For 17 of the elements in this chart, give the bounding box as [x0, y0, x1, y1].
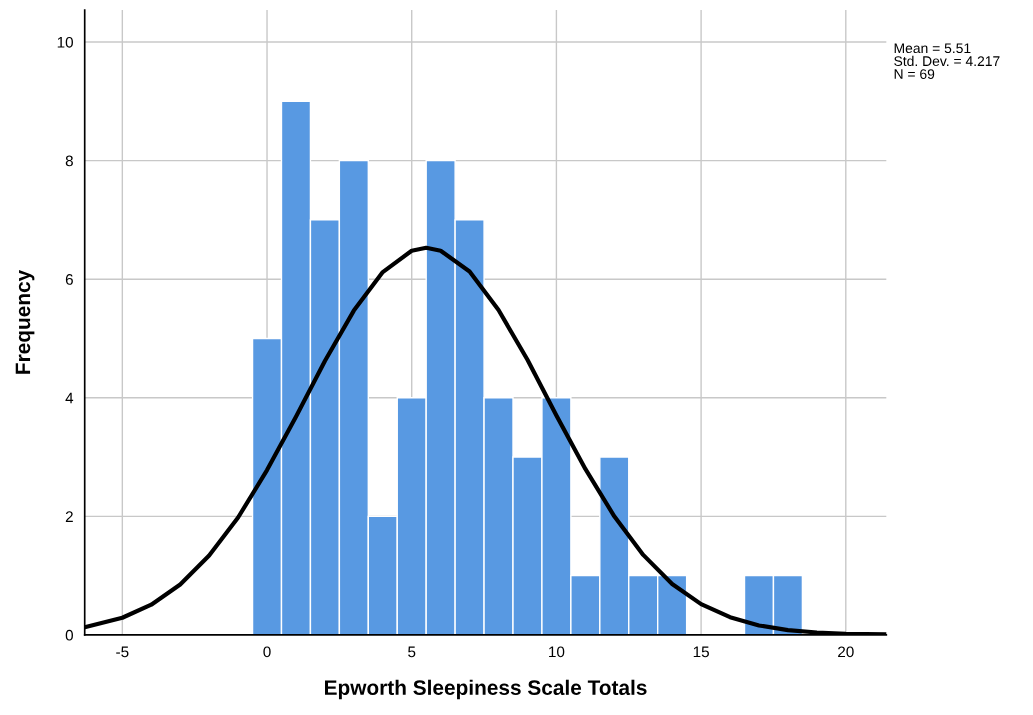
x-axis-title: Epworth Sleepiness Scale Totals: [325, 679, 647, 700]
x-tick-label: 20: [838, 646, 854, 658]
y-tick-label: 2: [65, 511, 73, 522]
text: Mean = 5.51: [894, 43, 971, 54]
x-tick-label: 0: [263, 646, 271, 658]
x-tick-label: -5: [116, 646, 129, 658]
x-tick-label: 10: [549, 646, 565, 658]
text: Std. Dev. = 4.217: [894, 55, 1000, 67]
y-tick-label: 6: [65, 274, 73, 285]
y-tick-label: 4: [65, 392, 74, 404]
x-tick-label: 5: [408, 646, 416, 658]
y-tick-label: 8: [65, 155, 73, 167]
y-axis-title: Frequency: [15, 269, 35, 374]
text: N = 69: [894, 69, 935, 79]
x-tick-label: 15: [693, 646, 709, 658]
y-tick-label: 0: [65, 629, 73, 641]
y-tick-label: 10: [57, 36, 73, 48]
